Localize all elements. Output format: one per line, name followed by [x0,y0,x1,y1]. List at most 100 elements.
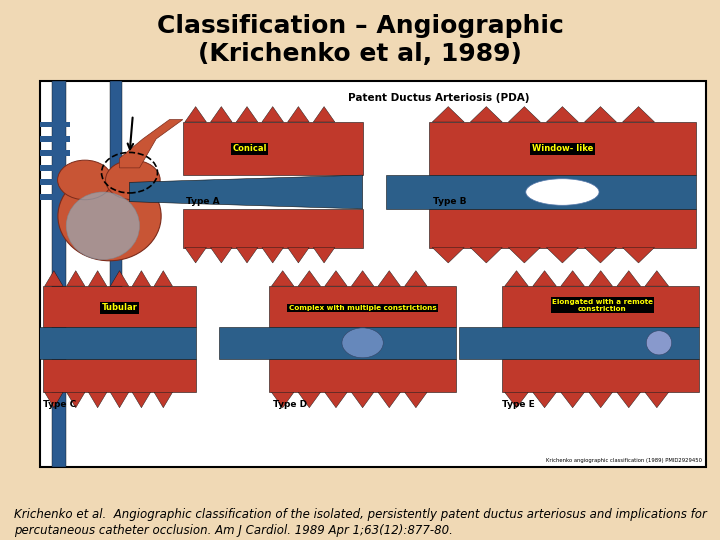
Polygon shape [378,271,400,286]
Text: Krichenko angiographic classification (1989) PMID2929450: Krichenko angiographic classification (1… [546,458,702,463]
Polygon shape [262,106,284,122]
Polygon shape [43,286,196,327]
Polygon shape [432,247,464,263]
Polygon shape [154,392,173,408]
Ellipse shape [342,328,383,358]
Bar [33,179,70,185]
Text: Complex with multiple constrictions: Complex with multiple constrictions [289,305,436,311]
Polygon shape [132,392,150,408]
Polygon shape [236,247,258,263]
Polygon shape [185,106,207,122]
Polygon shape [561,271,585,286]
Polygon shape [351,392,374,408]
Polygon shape [66,392,85,408]
Text: Type A: Type A [186,197,220,206]
Polygon shape [645,392,669,408]
Polygon shape [617,271,641,286]
Text: Patent Ductus Arteriosis (PDA): Patent Ductus Arteriosis (PDA) [348,93,530,103]
Bar [33,151,70,156]
Text: Type D: Type D [273,400,307,409]
Polygon shape [120,120,183,168]
Polygon shape [645,271,669,286]
Polygon shape [470,247,503,263]
Ellipse shape [526,179,599,205]
Polygon shape [429,209,696,247]
Polygon shape [45,271,63,286]
Polygon shape [505,271,528,286]
Polygon shape [3,327,196,359]
Polygon shape [262,247,284,263]
Ellipse shape [106,160,160,200]
Polygon shape [508,106,540,122]
Text: Tubular: Tubular [102,303,138,312]
Polygon shape [287,247,309,263]
Polygon shape [298,392,320,408]
Polygon shape [533,392,557,408]
Polygon shape [210,247,232,263]
Bar [33,165,70,171]
Polygon shape [546,106,578,122]
Polygon shape [110,392,129,408]
Polygon shape [546,247,578,263]
Polygon shape [89,271,107,286]
Polygon shape [405,392,427,408]
Polygon shape [508,247,540,263]
Polygon shape [325,271,347,286]
Text: Conical: Conical [232,144,266,153]
Polygon shape [561,392,585,408]
Polygon shape [89,392,107,408]
Ellipse shape [58,160,112,200]
Polygon shape [503,286,699,327]
Polygon shape [432,106,464,122]
Polygon shape [183,122,363,175]
Polygon shape [43,359,196,392]
Polygon shape [185,247,207,263]
Polygon shape [110,271,129,286]
Polygon shape [269,286,456,327]
Bar [52,81,66,467]
Polygon shape [533,271,557,286]
Polygon shape [386,175,696,209]
Bar [109,81,122,298]
Ellipse shape [66,192,140,260]
Polygon shape [429,122,696,175]
Polygon shape [66,271,85,286]
Polygon shape [271,392,294,408]
Ellipse shape [647,331,672,355]
Polygon shape [154,271,173,286]
Polygon shape [623,106,654,122]
Polygon shape [405,271,427,286]
Text: Window- like: Window- like [532,144,593,153]
Polygon shape [459,327,699,359]
Text: Elongated with a remote
constriction: Elongated with a remote constriction [552,299,653,312]
Text: Krichenko et al.  Angiographic classification of the isolated, persistently pate: Krichenko et al. Angiographic classifica… [14,508,707,537]
Polygon shape [271,271,294,286]
Polygon shape [287,106,309,122]
Polygon shape [589,392,613,408]
Polygon shape [132,271,150,286]
Text: Classification – Angiographic
(Krichenko et al, 1989): Classification – Angiographic (Krichenko… [156,14,564,66]
Polygon shape [183,209,363,247]
Bar [33,136,70,142]
Polygon shape [236,106,258,122]
Polygon shape [269,359,456,392]
Polygon shape [505,392,528,408]
Text: Type C: Type C [43,400,76,409]
Ellipse shape [58,172,161,261]
Polygon shape [313,247,335,263]
Polygon shape [470,106,503,122]
Polygon shape [130,175,363,209]
Polygon shape [585,247,616,263]
Polygon shape [589,271,613,286]
FancyBboxPatch shape [40,81,706,467]
Polygon shape [325,392,347,408]
Polygon shape [210,106,232,122]
Bar [33,122,70,127]
Polygon shape [617,392,641,408]
Polygon shape [313,106,335,122]
Polygon shape [351,271,374,286]
Polygon shape [378,392,400,408]
Text: Type E: Type E [503,400,535,409]
Polygon shape [623,247,654,263]
Polygon shape [298,271,320,286]
